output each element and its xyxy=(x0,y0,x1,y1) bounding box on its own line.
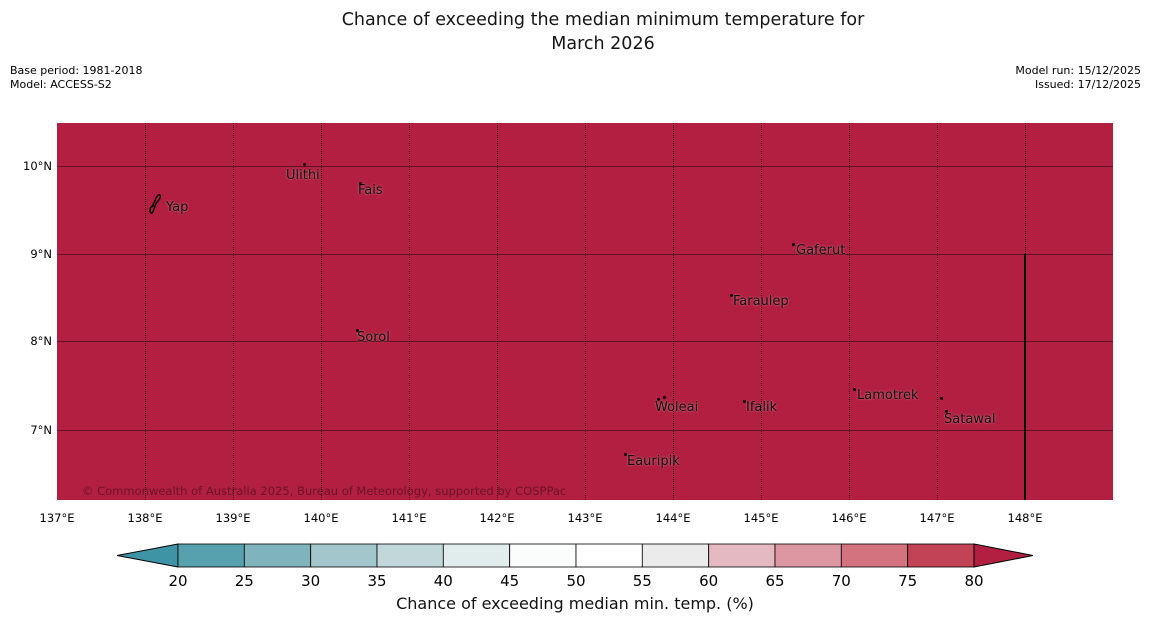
island-marker-faraulep xyxy=(730,294,733,297)
colorbar-tick-60: 60 xyxy=(699,572,718,590)
island-marker-woleai-2 xyxy=(663,396,666,399)
colorbar-segment-25-30 xyxy=(243,543,312,568)
place-label-faraulep: Faraulep xyxy=(733,294,789,309)
meta-left: Base period: 1981-2018 Model: ACCESS-S2 xyxy=(10,64,142,92)
colorbar-segment-60-65 xyxy=(708,543,776,568)
map-region: Yap Ulithi Fais Sorol Gaferut Faraulep W… xyxy=(57,123,1113,500)
lon-label-146e: 146°E xyxy=(831,511,867,525)
colorbar-segment-75-80 xyxy=(907,543,975,568)
colorbar-segment-55-60 xyxy=(641,543,710,568)
place-label-gaferut: Gaferut xyxy=(796,243,846,258)
lon-label-140e: 140°E xyxy=(303,511,339,525)
island-marker-eauripik xyxy=(624,453,627,456)
island-marker-gaferut xyxy=(792,243,795,246)
yap-island-icon xyxy=(149,194,162,214)
gridline-138e xyxy=(145,123,146,500)
map-boundary-line xyxy=(1024,254,1026,500)
gridline-140e xyxy=(321,123,322,500)
colorbar-svg: 20 25 30 35 40 45 50 55 60 65 70 75 80 xyxy=(116,543,1034,590)
colorbar-over-arrow xyxy=(973,543,1034,568)
gridline-145e xyxy=(761,123,762,500)
lon-label-142e: 142°E xyxy=(479,511,515,525)
lon-label-144e: 144°E xyxy=(655,511,691,525)
lon-label-143e: 143°E xyxy=(567,511,603,525)
base-period-text: Base period: 1981-2018 xyxy=(10,64,143,77)
colorbar-tick-65: 65 xyxy=(765,572,784,590)
gridline-142e xyxy=(497,123,498,500)
colorbar-segment-70-75 xyxy=(840,543,909,568)
place-label-ulithi: Ulithi xyxy=(286,168,320,183)
gridline-146e xyxy=(849,123,850,500)
gridline-144e xyxy=(673,123,674,500)
colorbar-segment-45-50 xyxy=(509,543,577,568)
island-marker-woleai xyxy=(657,398,660,401)
island-marker-lamotrek xyxy=(853,388,856,391)
figure-title: Chance of exceeding the median minimum t… xyxy=(56,8,1150,56)
title-line-2: March 2026 xyxy=(551,34,655,54)
meta-right: Model run: 15/12/2025 Issued: 17/12/2025 xyxy=(1015,64,1141,92)
colorbar-tick-25: 25 xyxy=(235,572,254,590)
colorbar-segment-65-70 xyxy=(774,543,842,568)
model-text: Model: ACCESS-S2 xyxy=(10,78,112,91)
place-label-yap: Yap xyxy=(166,200,189,215)
place-label-woleai: Woleai xyxy=(655,400,699,415)
colorbar: 20 25 30 35 40 45 50 55 60 65 70 75 80 xyxy=(100,540,1050,600)
colorbar-segment-30-35 xyxy=(310,543,378,568)
lat-label-9n: 9°N xyxy=(30,247,52,261)
colorbar-tick-40: 40 xyxy=(434,572,453,590)
island-marker-unnamed xyxy=(940,397,943,400)
colorbar-tick-75: 75 xyxy=(898,572,917,590)
colorbar-tick-20: 20 xyxy=(168,572,187,590)
colorbar-segment-20-25 xyxy=(177,543,245,568)
colorbar-segment-35-40 xyxy=(376,543,444,568)
lon-label-141e: 141°E xyxy=(391,511,427,525)
lon-label-138e: 138°E xyxy=(127,511,163,525)
colorbar-tick-35: 35 xyxy=(367,572,386,590)
place-label-lamotrek: Lamotrek xyxy=(857,388,919,403)
lon-label-145e: 145°E xyxy=(743,511,779,525)
lon-label-137e: 137°E xyxy=(39,511,75,525)
colorbar-axis-label: Chance of exceeding median min. temp. (%… xyxy=(396,594,754,613)
title-line-1: Chance of exceeding the median minimum t… xyxy=(341,10,865,30)
place-label-eauripik: Eauripik xyxy=(627,454,680,469)
island-marker-ifalik xyxy=(743,400,746,403)
colorbar-segment-40-45 xyxy=(442,543,511,568)
gridline-139e xyxy=(233,123,234,500)
island-marker-sorol xyxy=(356,329,359,332)
place-label-ifalik: Ifalik xyxy=(746,400,778,415)
colorbar-tick-70: 70 xyxy=(832,572,851,590)
lat-label-10n: 10°N xyxy=(23,159,52,173)
gridline-147e xyxy=(937,123,938,500)
colorbar-tick-45: 45 xyxy=(500,572,519,590)
issued-text: Issued: 17/12/2025 xyxy=(1034,78,1141,91)
colorbar-tick-50: 50 xyxy=(566,572,585,590)
colorbar-tick-55: 55 xyxy=(633,572,652,590)
colorbar-segment-50-55 xyxy=(575,543,643,568)
island-marker-ulithi xyxy=(303,163,306,166)
lon-label-139e: 139°E xyxy=(215,511,251,525)
colorbar-under-arrow xyxy=(116,543,179,568)
colorbar-tick-30: 30 xyxy=(301,572,320,590)
island-marker-satawal xyxy=(945,410,948,413)
lon-label-148e: 148°E xyxy=(1007,511,1043,525)
model-run-text: Model run: 15/12/2025 xyxy=(1015,64,1141,77)
gridline-141e xyxy=(409,123,410,500)
colorbar-tick-80: 80 xyxy=(964,572,983,590)
lat-label-7n: 7°N xyxy=(30,423,52,437)
place-label-fais: Fais xyxy=(358,183,383,198)
lat-label-8n: 8°N xyxy=(30,334,52,348)
place-label-satawal: Satawal xyxy=(944,412,996,427)
copyright-text: © Commonwealth of Australia 2025, Bureau… xyxy=(82,484,567,498)
gridline-143e xyxy=(585,123,586,500)
lon-label-147e: 147°E xyxy=(919,511,955,525)
place-label-sorol: Sorol xyxy=(357,330,390,345)
island-marker-fais xyxy=(359,182,362,185)
